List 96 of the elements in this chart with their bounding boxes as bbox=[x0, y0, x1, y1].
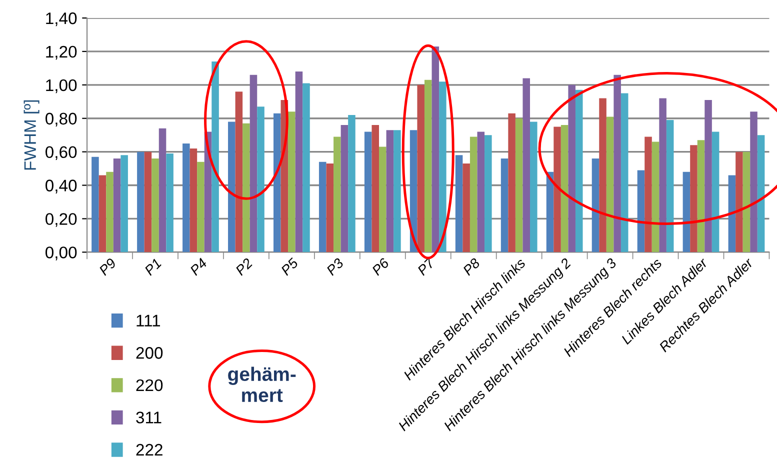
legend-label: 222 bbox=[136, 444, 162, 456]
bar bbox=[606, 116, 614, 252]
legend-label: 200 bbox=[136, 347, 163, 359]
bar bbox=[599, 98, 606, 252]
bar bbox=[166, 153, 174, 252]
bar bbox=[742, 152, 750, 252]
bar bbox=[637, 170, 645, 252]
bar bbox=[690, 145, 698, 252]
bar bbox=[235, 92, 243, 252]
x-tick-label: P2 bbox=[234, 257, 254, 276]
bar bbox=[98, 175, 106, 252]
y-tick-label: 0,00 bbox=[46, 246, 77, 260]
bar bbox=[644, 136, 652, 252]
bar bbox=[144, 152, 152, 252]
bar bbox=[470, 136, 478, 252]
bar bbox=[318, 162, 326, 252]
bar bbox=[288, 112, 296, 252]
bar bbox=[182, 143, 190, 252]
bar bbox=[197, 162, 204, 252]
bar bbox=[257, 106, 264, 252]
bar bbox=[152, 158, 159, 252]
bar bbox=[212, 62, 219, 252]
bar bbox=[242, 123, 250, 252]
y-tick-label: 1,00 bbox=[46, 79, 77, 94]
bar bbox=[575, 90, 583, 252]
bar bbox=[554, 126, 561, 252]
legend-label: 311 bbox=[136, 412, 162, 424]
x-tick-label: P1 bbox=[144, 258, 162, 276]
bar bbox=[697, 140, 705, 252]
bar bbox=[295, 72, 303, 252]
bar bbox=[477, 132, 485, 252]
y-tick-label: 0,60 bbox=[46, 146, 77, 160]
bar bbox=[652, 142, 660, 252]
bar bbox=[158, 128, 166, 252]
bar bbox=[592, 158, 600, 252]
bar bbox=[432, 46, 440, 252]
bar bbox=[424, 80, 432, 252]
y-tick-label: 0,20 bbox=[46, 213, 77, 227]
bar bbox=[379, 146, 386, 252]
bar bbox=[546, 172, 554, 252]
bar bbox=[614, 74, 621, 252]
bar bbox=[372, 125, 380, 252]
x-tick-label: P6 bbox=[371, 257, 390, 276]
y-tick-label: 1,20 bbox=[46, 46, 77, 60]
bar bbox=[334, 136, 341, 252]
bar bbox=[340, 125, 348, 252]
y-tick-label: 0,80 bbox=[46, 112, 77, 127]
bar bbox=[508, 113, 516, 252]
x-tick-label: P8 bbox=[462, 257, 481, 276]
bar bbox=[757, 135, 765, 252]
legend-label: 111 bbox=[136, 314, 160, 326]
bar bbox=[250, 74, 258, 252]
bar bbox=[113, 158, 121, 252]
bar bbox=[515, 118, 523, 252]
bar bbox=[750, 112, 758, 252]
bar bbox=[137, 152, 144, 252]
text: gehäm- mert bbox=[228, 366, 296, 402]
bar bbox=[620, 93, 628, 252]
bar bbox=[462, 164, 470, 252]
x-tick-label: P3 bbox=[326, 257, 344, 276]
x-tick-label: P5 bbox=[280, 257, 299, 276]
bar bbox=[364, 132, 372, 252]
bar bbox=[500, 158, 508, 252]
bar bbox=[728, 175, 736, 252]
bar bbox=[120, 155, 128, 252]
bar bbox=[659, 98, 666, 252]
x-tick-label: P9 bbox=[98, 257, 117, 276]
bar bbox=[348, 115, 356, 252]
y-axis-title: FWHM [º] bbox=[24, 100, 40, 170]
bar bbox=[386, 130, 394, 252]
bar bbox=[394, 130, 401, 252]
bar bbox=[484, 135, 492, 252]
bar bbox=[666, 120, 674, 252]
bar bbox=[712, 132, 720, 252]
bar bbox=[704, 100, 712, 252]
bar bbox=[560, 125, 568, 252]
x-tick-label: P4 bbox=[189, 258, 208, 276]
bar bbox=[326, 164, 334, 252]
bar bbox=[522, 78, 530, 252]
bar bbox=[92, 156, 99, 252]
y-tick-label: 0,40 bbox=[46, 180, 77, 194]
bar bbox=[302, 83, 310, 252]
y-tick-label: 1,40 bbox=[46, 12, 77, 26]
bar bbox=[455, 155, 463, 252]
bar bbox=[682, 172, 690, 252]
bar bbox=[410, 130, 418, 252]
bar bbox=[190, 148, 198, 252]
bar bbox=[736, 152, 743, 252]
bar bbox=[273, 113, 281, 252]
bar bbox=[568, 84, 576, 252]
legend-label: 220 bbox=[136, 379, 163, 392]
bar bbox=[228, 122, 236, 252]
bar bbox=[417, 84, 424, 252]
bar bbox=[106, 172, 114, 252]
bar bbox=[439, 82, 446, 252]
bar bbox=[530, 122, 538, 252]
